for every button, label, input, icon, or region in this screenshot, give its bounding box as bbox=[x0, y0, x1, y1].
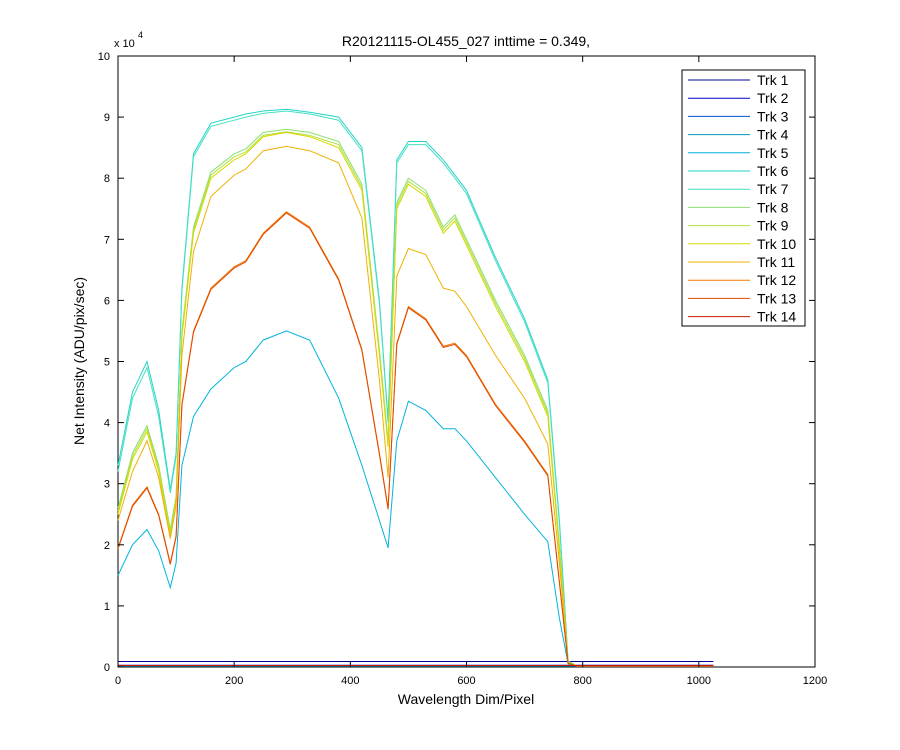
x-tick-label: 600 bbox=[457, 675, 475, 687]
y-tick-label: 1 bbox=[104, 601, 110, 613]
legend-box bbox=[681, 69, 806, 327]
x-tick-label: 1200 bbox=[803, 675, 827, 687]
y-tick-label: 4 bbox=[104, 418, 110, 430]
chart-title: R20121115-OL455_027 inttime = 0.349, bbox=[342, 33, 590, 49]
y-exponent-base: x 10 bbox=[114, 38, 135, 50]
y-axis: 0 1 2 3 4 5 6 7 8 9 10 bbox=[98, 51, 815, 674]
y-exponent-power: 4 bbox=[138, 30, 143, 40]
x-tick-label: 800 bbox=[573, 675, 591, 687]
y-tick-label: 5 bbox=[104, 357, 110, 369]
y-tick-label: 9 bbox=[104, 112, 110, 124]
legend-label-5: Trk 5 bbox=[757, 145, 789, 161]
y-tick-label: 6 bbox=[104, 295, 110, 307]
legend-label-4: Trk 4 bbox=[757, 127, 789, 143]
legend-label-11: Trk 11 bbox=[757, 254, 795, 270]
legend-label-9: Trk 9 bbox=[757, 218, 789, 234]
series-line-5 bbox=[117, 330, 714, 667]
x-tick-label: 400 bbox=[341, 675, 359, 687]
x-axis: 0 200 400 600 800 1000 1200 bbox=[115, 56, 827, 687]
series-line-7 bbox=[117, 110, 714, 667]
legend-label-7: Trk 7 bbox=[757, 181, 789, 197]
legend-label-14: Trk 14 bbox=[757, 309, 796, 325]
legend-label-8: Trk 8 bbox=[757, 199, 789, 215]
legend-label-2: Trk 2 bbox=[757, 90, 789, 106]
legend-label-6: Trk 6 bbox=[757, 163, 789, 179]
y-tick-label: 0 bbox=[104, 662, 110, 674]
series-line-13 bbox=[117, 212, 714, 667]
y-tick-label: 7 bbox=[104, 234, 110, 246]
y-tick-label: 2 bbox=[104, 540, 110, 552]
y-tick-label: 10 bbox=[98, 51, 110, 63]
y-tick-label: 8 bbox=[104, 173, 110, 185]
y-axis-label: Net Intensity (ADU/pix/sec) bbox=[71, 277, 87, 445]
x-axis-label: Wavelength Dim/Pixel bbox=[398, 691, 534, 707]
x-tick-label: 200 bbox=[225, 675, 243, 687]
legend-label-12: Trk 12 bbox=[757, 272, 796, 288]
legend-entries: Trk 1 Trk 2 Trk 3 Trk 4 Trk 5 Trk 6 Trk 7 Trk 8… bbox=[688, 72, 796, 325]
y-tick-label: 3 bbox=[104, 479, 110, 491]
x-tick-label: 1000 bbox=[687, 675, 711, 687]
legend-label-13: Trk 13 bbox=[757, 290, 796, 306]
legend-label-10: Trk 10 bbox=[757, 236, 796, 252]
legend-label-1: Trk 1 bbox=[757, 72, 789, 88]
legend-label-3: Trk 3 bbox=[757, 108, 789, 124]
legend: Trk 1 Trk 2 Trk 3 Trk 4 Trk 5 Trk 6 Trk 7 Trk 8… bbox=[681, 69, 806, 327]
series-layer bbox=[117, 108, 714, 667]
x-tick-label: 0 bbox=[115, 675, 121, 687]
series-line-11 bbox=[117, 145, 714, 667]
